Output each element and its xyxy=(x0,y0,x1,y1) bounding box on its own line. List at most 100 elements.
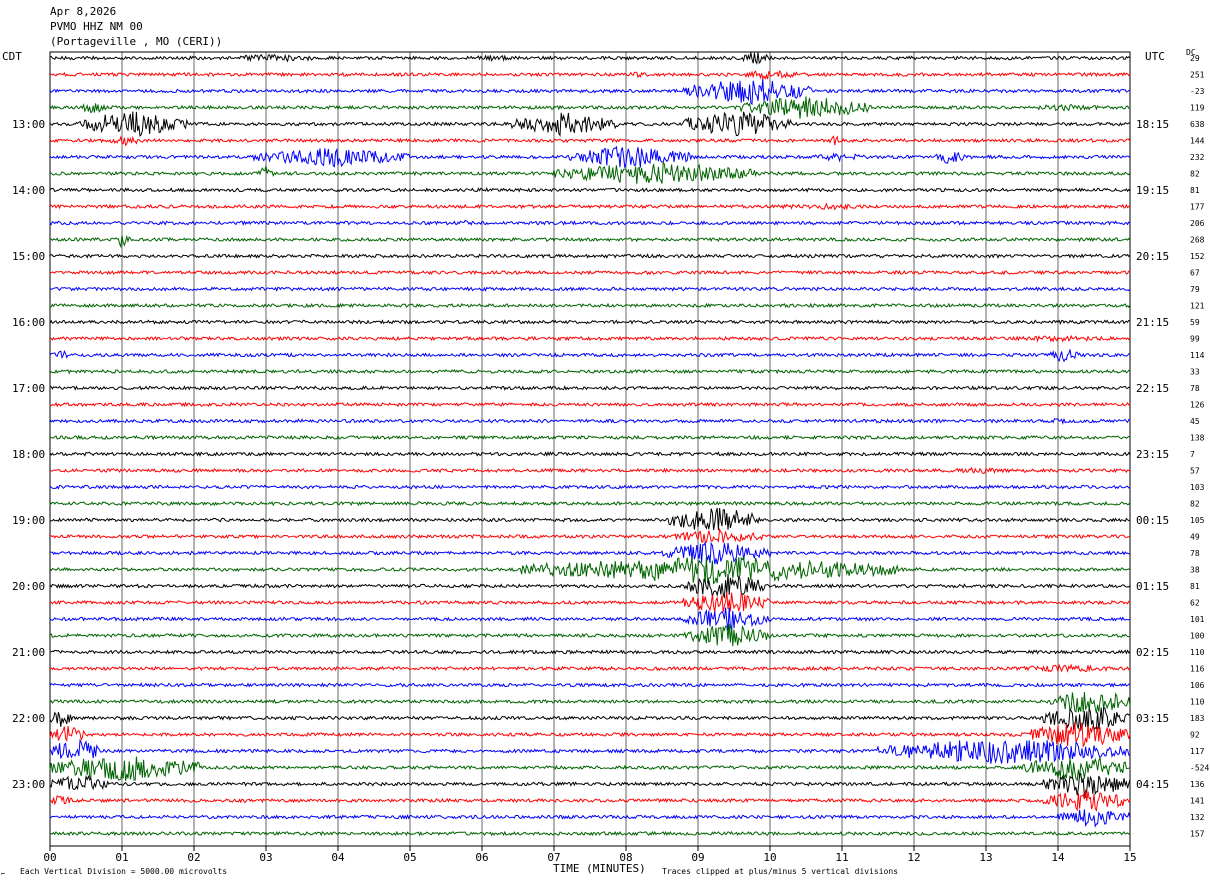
seismic-trace xyxy=(49,773,1131,798)
seismic-trace xyxy=(49,682,1131,688)
seismic-trace xyxy=(49,334,1131,343)
date-label: Apr 8,2026 xyxy=(50,5,117,18)
x-tick-label: 00 xyxy=(43,851,56,864)
cdt-time-label: 15:00 xyxy=(12,250,45,263)
seismic-trace xyxy=(49,830,1131,837)
seismic-trace xyxy=(50,302,1131,309)
seismic-trace xyxy=(49,691,1131,714)
x-tick-label: 09 xyxy=(691,851,704,864)
dc-offset-label: 57 xyxy=(1190,467,1200,476)
seismic-trace xyxy=(49,789,1131,813)
dc-offset-label: 49 xyxy=(1190,533,1200,542)
utc-time-label: 00:15 xyxy=(1136,514,1169,527)
dc-offset-label: 106 xyxy=(1190,681,1205,690)
dc-offset-label: 638 xyxy=(1190,120,1205,129)
dc-offset-label: 144 xyxy=(1190,137,1205,146)
dc-offset-label: 38 xyxy=(1190,566,1200,575)
cdt-time-label: 16:00 xyxy=(12,316,45,329)
cdt-time-label: 23:00 xyxy=(12,778,45,791)
cdt-time-label: 18:00 xyxy=(12,448,45,461)
plot-header: Apr 8,2026 PVMO HHZ NM 00 (Portageville … xyxy=(50,4,222,49)
dc-offset-label: 183 xyxy=(1190,714,1205,723)
seismic-trace xyxy=(49,527,1131,543)
seismic-trace xyxy=(49,269,1131,276)
utc-time-label: 20:15 xyxy=(1136,250,1169,263)
utc-time-label: 19:15 xyxy=(1136,184,1169,197)
seismic-trace xyxy=(49,500,1131,507)
utc-time-label: 01:15 xyxy=(1136,580,1169,593)
x-tick-label: 04 xyxy=(331,851,345,864)
seismic-trace xyxy=(49,466,1131,474)
dc-offset-label: 79 xyxy=(1190,285,1200,294)
dc-offset-label: 29 xyxy=(1190,54,1200,63)
dc-offset-label: 100 xyxy=(1190,632,1205,641)
dc-offset-label: 101 xyxy=(1190,615,1205,624)
dc-offset-label: 206 xyxy=(1190,219,1205,228)
dc-offset-label: 45 xyxy=(1190,417,1200,426)
seismic-trace xyxy=(49,219,1131,226)
seismic-trace xyxy=(49,368,1131,375)
dc-offset-label: 138 xyxy=(1190,434,1205,443)
x-tick-label: 15 xyxy=(1123,851,1136,864)
dc-offset-label: 232 xyxy=(1190,153,1205,162)
dc-offset-label: 67 xyxy=(1190,269,1200,278)
seismic-trace xyxy=(49,809,1131,828)
x-tick-label: 14 xyxy=(1051,851,1065,864)
seismic-trace xyxy=(49,253,1131,259)
x-tick-label: 02 xyxy=(187,851,200,864)
seismic-trace xyxy=(49,484,1131,490)
seismic-trace xyxy=(49,738,1131,764)
cdt-time-label: 19:00 xyxy=(12,514,45,527)
seismic-trace xyxy=(49,187,1131,193)
seismic-trace xyxy=(50,52,1131,65)
seismic-trace xyxy=(49,434,1131,441)
seismic-trace xyxy=(49,96,1130,119)
seismic-trace xyxy=(49,319,1131,325)
dc-offset-label: 59 xyxy=(1190,318,1200,327)
seismic-trace xyxy=(49,111,1131,137)
cdt-time-label: 21:00 xyxy=(12,646,45,659)
dc-offset-label: 152 xyxy=(1190,252,1205,261)
seismic-trace xyxy=(49,401,1131,408)
seismic-trace xyxy=(49,70,1131,81)
dc-offset-label: 119 xyxy=(1190,104,1205,113)
seismic-trace xyxy=(49,541,1131,565)
dc-offset-label: 177 xyxy=(1190,203,1205,212)
dc-offset-label: 99 xyxy=(1190,335,1200,344)
dc-offset-label: 116 xyxy=(1190,665,1205,674)
seismic-trace xyxy=(49,417,1131,426)
utc-time-label: 23:15 xyxy=(1136,448,1169,461)
seismic-trace xyxy=(49,591,1131,613)
x-axis-title: TIME (MINUTES) xyxy=(553,862,646,875)
dc-offset-label: 126 xyxy=(1190,401,1205,410)
seismic-trace xyxy=(49,349,1131,363)
station-label: (Portageville , MO (CERI)) xyxy=(50,35,223,48)
seismic-trace xyxy=(49,202,1131,211)
dc-label: DC xyxy=(1186,48,1196,57)
dc-offset-label: 78 xyxy=(1190,384,1200,393)
utc-time-label: 02:15 xyxy=(1136,646,1169,659)
dc-offset-label: 251 xyxy=(1190,71,1205,80)
dc-offset-label: 82 xyxy=(1190,170,1200,179)
plot-frame xyxy=(49,51,1131,847)
x-tick-label: 12 xyxy=(907,851,920,864)
cdt-time-label: 13:00 xyxy=(12,118,45,131)
channel-label: PVMO HHZ NM 00 xyxy=(50,20,143,33)
cdt-time-label: 14:00 xyxy=(12,184,45,197)
seismic-trace xyxy=(49,756,1131,782)
dc-offset-label: 141 xyxy=(1190,797,1205,806)
seismic-trace xyxy=(49,556,1131,585)
dc-offset-label: 62 xyxy=(1190,599,1200,608)
seismic-trace xyxy=(49,135,1131,147)
utc-time-label: 18:15 xyxy=(1136,118,1169,131)
dc-offset-label: 78 xyxy=(1190,549,1200,558)
x-tick-label: 05 xyxy=(403,851,416,864)
cdt-label: CDT xyxy=(2,50,22,63)
corner-mark: ⌐ xyxy=(1,870,6,878)
dc-offset-label: 7 xyxy=(1190,450,1195,459)
seismic-trace xyxy=(49,451,1131,457)
seismic-trace xyxy=(49,234,1131,249)
dc-offset-label: 105 xyxy=(1190,516,1205,525)
x-tick-label: 10 xyxy=(763,851,776,864)
